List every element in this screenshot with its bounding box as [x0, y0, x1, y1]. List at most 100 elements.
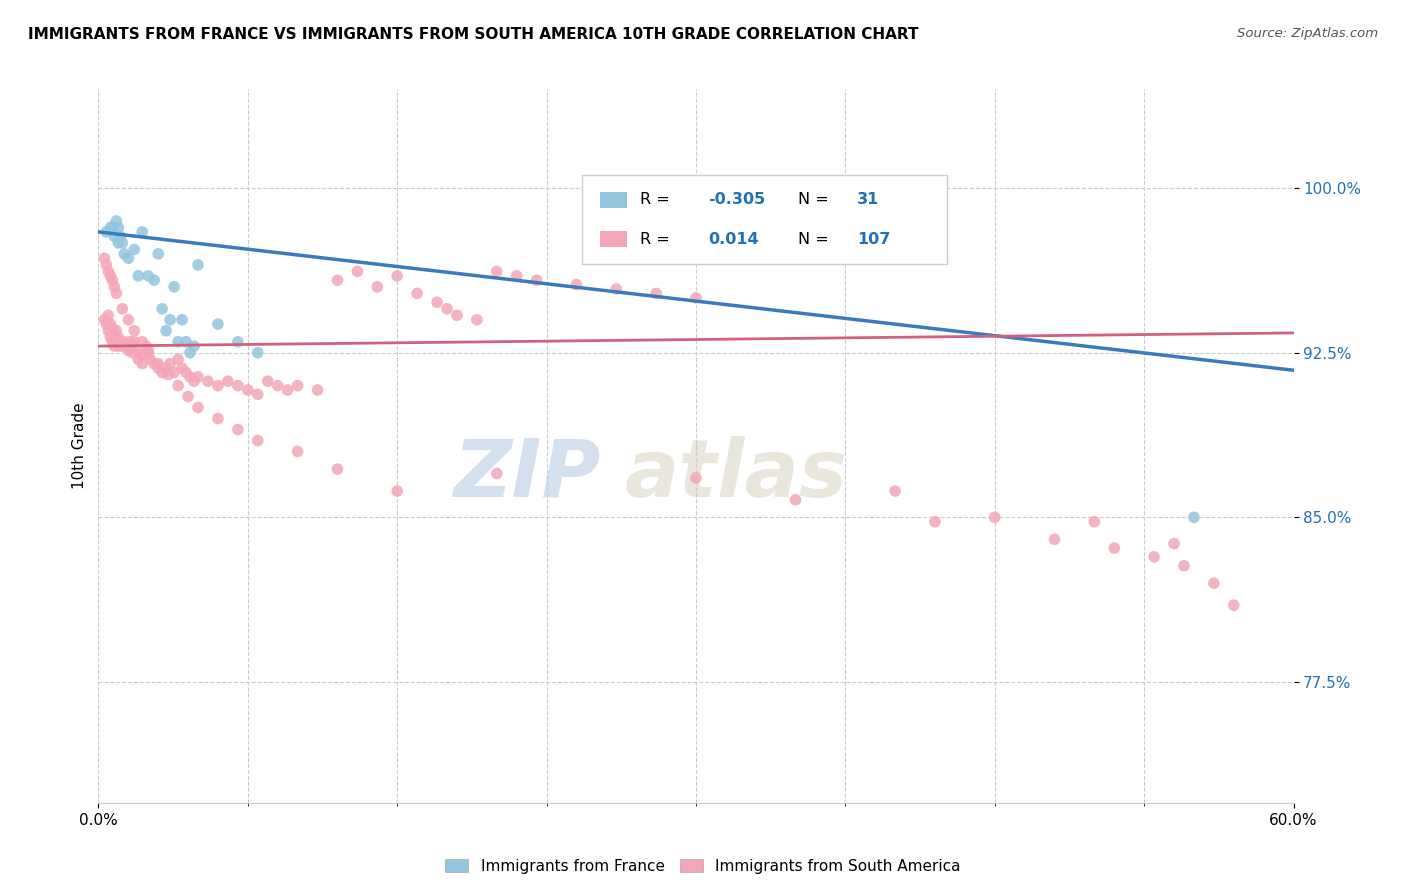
Point — [103, 339, 125, 353]
Point — [98, 330, 122, 344]
Point — [131, 357, 153, 371]
Point — [97, 309, 120, 323]
Text: atlas: atlas — [624, 435, 846, 514]
Point — [226, 423, 249, 437]
Point — [267, 378, 290, 392]
Point — [183, 374, 205, 388]
Point — [124, 243, 146, 257]
Point — [117, 252, 139, 266]
Point — [124, 324, 146, 338]
Point — [93, 252, 115, 266]
Point — [426, 295, 449, 310]
Point — [101, 334, 124, 349]
Point — [97, 264, 120, 278]
Point — [101, 273, 124, 287]
Point — [124, 339, 146, 353]
Point — [159, 312, 181, 326]
Point — [163, 366, 186, 380]
Point — [526, 273, 548, 287]
Text: R =: R = — [640, 193, 669, 207]
Legend: Immigrants from France, Immigrants from South America: Immigrants from France, Immigrants from … — [439, 853, 967, 880]
Point — [685, 471, 707, 485]
Point — [246, 434, 269, 448]
Point — [103, 280, 125, 294]
Point — [385, 483, 409, 498]
Point — [207, 378, 229, 392]
Point — [236, 383, 259, 397]
Point — [187, 258, 209, 272]
Point — [124, 334, 146, 349]
Point — [326, 273, 349, 287]
Point — [112, 247, 135, 261]
Point — [1163, 537, 1185, 551]
FancyBboxPatch shape — [600, 192, 627, 208]
Point — [506, 268, 529, 283]
Point — [110, 334, 132, 349]
Point — [183, 339, 205, 353]
Point — [101, 220, 124, 235]
Point — [226, 334, 249, 349]
Point — [96, 317, 118, 331]
Point — [167, 352, 190, 367]
Point — [121, 345, 143, 359]
Point — [111, 301, 134, 316]
Point — [685, 291, 707, 305]
Text: -0.305: -0.305 — [709, 193, 765, 207]
Point — [197, 374, 219, 388]
Point — [135, 339, 157, 353]
Point — [107, 330, 129, 344]
Point — [98, 317, 122, 331]
Point — [105, 286, 128, 301]
Point — [110, 229, 132, 244]
Point — [485, 467, 508, 481]
Point — [226, 378, 249, 392]
Point — [179, 345, 201, 359]
Point — [485, 264, 508, 278]
Point — [256, 374, 278, 388]
Text: N =: N = — [797, 193, 828, 207]
Point — [1173, 558, 1195, 573]
Point — [1102, 541, 1125, 555]
Point — [983, 510, 1005, 524]
Point — [107, 235, 129, 250]
Point — [167, 334, 190, 349]
Point — [307, 383, 329, 397]
Point — [884, 483, 907, 498]
Point — [93, 312, 115, 326]
Point — [131, 225, 153, 239]
Point — [246, 387, 269, 401]
Point — [115, 339, 138, 353]
Point — [174, 334, 197, 349]
Point — [287, 378, 309, 392]
Point — [127, 343, 149, 358]
Point — [150, 301, 173, 316]
Point — [96, 225, 118, 239]
Point — [131, 348, 153, 362]
Point — [136, 268, 159, 283]
FancyBboxPatch shape — [600, 231, 627, 247]
Point — [174, 366, 197, 380]
Point — [155, 324, 177, 338]
Point — [179, 369, 201, 384]
Point — [645, 286, 668, 301]
Point — [111, 235, 134, 250]
Text: ZIP: ZIP — [453, 435, 600, 514]
Point — [1143, 549, 1166, 564]
Point — [107, 339, 129, 353]
Point — [131, 334, 153, 349]
Point — [120, 339, 142, 353]
Point — [120, 334, 142, 349]
Text: IMMIGRANTS FROM FRANCE VS IMMIGRANTS FROM SOUTH AMERICA 10TH GRADE CORRELATION C: IMMIGRANTS FROM FRANCE VS IMMIGRANTS FRO… — [28, 27, 918, 42]
Point — [346, 264, 368, 278]
FancyBboxPatch shape — [582, 175, 946, 264]
Point — [117, 312, 139, 326]
Point — [136, 345, 159, 359]
Point — [326, 462, 349, 476]
Point — [436, 301, 458, 316]
Text: Source: ZipAtlas.com: Source: ZipAtlas.com — [1237, 27, 1378, 40]
Point — [111, 339, 134, 353]
Point — [98, 268, 122, 283]
Point — [207, 317, 229, 331]
Point — [148, 357, 170, 371]
Point — [246, 345, 269, 359]
